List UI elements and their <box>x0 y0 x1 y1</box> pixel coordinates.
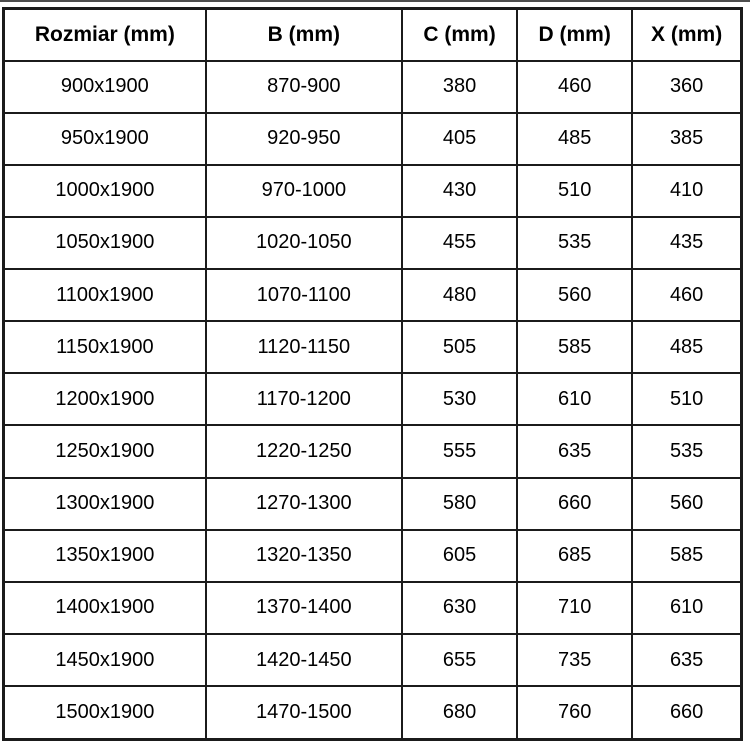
table-cell-rozmiar: 1250x1900 <box>2 424 207 479</box>
table-cell-c: 605 <box>400 528 519 583</box>
table-cell-x: 560 <box>631 476 743 531</box>
table-cell-b: 920-950 <box>204 111 404 166</box>
table-cell-c: 455 <box>400 215 519 271</box>
column-header-x: X (mm) <box>631 7 743 62</box>
table-row: 1200x1900 1170-1200 530 610 510 <box>2 372 743 427</box>
table-row: 1500x1900 1470-1500 680 760 660 <box>2 685 743 741</box>
table-cell-d: 685 <box>516 528 634 583</box>
table-row: 1450x1900 1420-1450 655 735 635 <box>2 633 743 688</box>
column-header-d: D (mm) <box>516 7 634 62</box>
table-row: 1400x1900 1370-1400 630 710 610 <box>2 580 743 636</box>
table-row: 950x1900 920-950 405 485 385 <box>2 111 743 166</box>
table-row: 1150x1900 1120-1150 505 585 485 <box>2 320 743 375</box>
table-cell-rozmiar: 1050x1900 <box>2 215 207 271</box>
table-cell-c: 405 <box>400 111 519 166</box>
table-cell-b: 1120-1150 <box>204 320 404 375</box>
table-cell-d: 485 <box>516 111 634 166</box>
table-cell-x: 535 <box>631 424 743 479</box>
table-cell-d: 510 <box>516 163 634 218</box>
table-cell-c: 680 <box>400 685 519 741</box>
table-cell-rozmiar: 1100x1900 <box>2 268 207 323</box>
table-row: 1050x1900 1020-1050 455 535 435 <box>2 215 743 271</box>
table-cell-x: 610 <box>631 580 743 636</box>
table-cell-c: 530 <box>400 372 519 427</box>
table-cell-b: 870-900 <box>204 59 404 114</box>
table-cell-c: 655 <box>400 633 519 688</box>
table-cell-rozmiar: 1500x1900 <box>2 685 207 741</box>
table-cell-b: 1370-1400 <box>204 580 404 636</box>
table-row: 1250x1900 1220-1250 555 635 535 <box>2 424 743 479</box>
table-row: 1000x1900 970-1000 430 510 410 <box>2 163 743 218</box>
table-cell-rozmiar: 1200x1900 <box>2 372 207 427</box>
column-header-rozmiar: Rozmiar (mm) <box>2 7 207 62</box>
table-cell-b: 1320-1350 <box>204 528 404 583</box>
table-cell-x: 510 <box>631 372 743 427</box>
column-header-b: B (mm) <box>204 7 404 62</box>
table-cell-x: 360 <box>631 59 743 114</box>
table-cell-x: 385 <box>631 111 743 166</box>
table-cell-rozmiar: 1150x1900 <box>2 320 207 375</box>
table-cell-rozmiar: 1000x1900 <box>2 163 207 218</box>
table-cell-rozmiar: 950x1900 <box>2 111 207 166</box>
table-cell-b: 970-1000 <box>204 163 404 218</box>
header-row: Rozmiar (mm) B (mm) C (mm) D (mm) X (mm) <box>2 7 743 62</box>
table-cell-x: 660 <box>631 685 743 741</box>
table-cell-rozmiar: 1300x1900 <box>2 476 207 531</box>
table-cell-d: 710 <box>516 580 634 636</box>
table-cell-x: 460 <box>631 268 743 323</box>
table-cell-d: 760 <box>516 685 634 741</box>
table-cell-b: 1470-1500 <box>204 685 404 741</box>
table-cell-c: 630 <box>400 580 519 636</box>
table-row: 1300x1900 1270-1300 580 660 560 <box>2 476 743 531</box>
image-edge-artifact <box>0 0 750 2</box>
table-cell-d: 535 <box>516 215 634 271</box>
table-cell-d: 635 <box>516 424 634 479</box>
table-cell-c: 580 <box>400 476 519 531</box>
table-cell-rozmiar: 900x1900 <box>2 59 207 114</box>
table-cell-c: 555 <box>400 424 519 479</box>
table-cell-x: 485 <box>631 320 743 375</box>
table-cell-x: 435 <box>631 215 743 271</box>
table-cell-rozmiar: 1450x1900 <box>2 633 207 688</box>
table-cell-d: 560 <box>516 268 634 323</box>
table-row: 900x1900 870-900 380 460 360 <box>2 59 743 114</box>
table-header: Rozmiar (mm) B (mm) C (mm) D (mm) X (mm) <box>2 7 743 62</box>
table-cell-c: 480 <box>400 268 519 323</box>
table-cell-b: 1420-1450 <box>204 633 404 688</box>
table-cell-b: 1170-1200 <box>204 372 404 427</box>
table-cell-x: 635 <box>631 633 743 688</box>
table-cell-d: 660 <box>516 476 634 531</box>
table-cell-x: 410 <box>631 163 743 218</box>
column-header-c: C (mm) <box>400 7 519 62</box>
table-cell-d: 610 <box>516 372 634 427</box>
table-cell-d: 585 <box>516 320 634 375</box>
table-body: 900x1900 870-900 380 460 360 950x1900 92… <box>2 59 743 741</box>
table-cell-c: 380 <box>400 59 519 114</box>
table-cell-b: 1220-1250 <box>204 424 404 479</box>
table-cell-b: 1070-1100 <box>204 268 404 323</box>
table-cell-d: 460 <box>516 59 634 114</box>
table-cell-b: 1020-1050 <box>204 215 404 271</box>
table-cell-c: 430 <box>400 163 519 218</box>
size-table: Rozmiar (mm) B (mm) C (mm) D (mm) X (mm)… <box>2 7 743 741</box>
table-cell-c: 505 <box>400 320 519 375</box>
table-cell-rozmiar: 1400x1900 <box>2 580 207 636</box>
table-cell-b: 1270-1300 <box>204 476 404 531</box>
table-cell-rozmiar: 1350x1900 <box>2 528 207 583</box>
table-row: 1350x1900 1320-1350 605 685 585 <box>2 528 743 583</box>
table-cell-x: 585 <box>631 528 743 583</box>
table-cell-d: 735 <box>516 633 634 688</box>
table-row: 1100x1900 1070-1100 480 560 460 <box>2 268 743 323</box>
